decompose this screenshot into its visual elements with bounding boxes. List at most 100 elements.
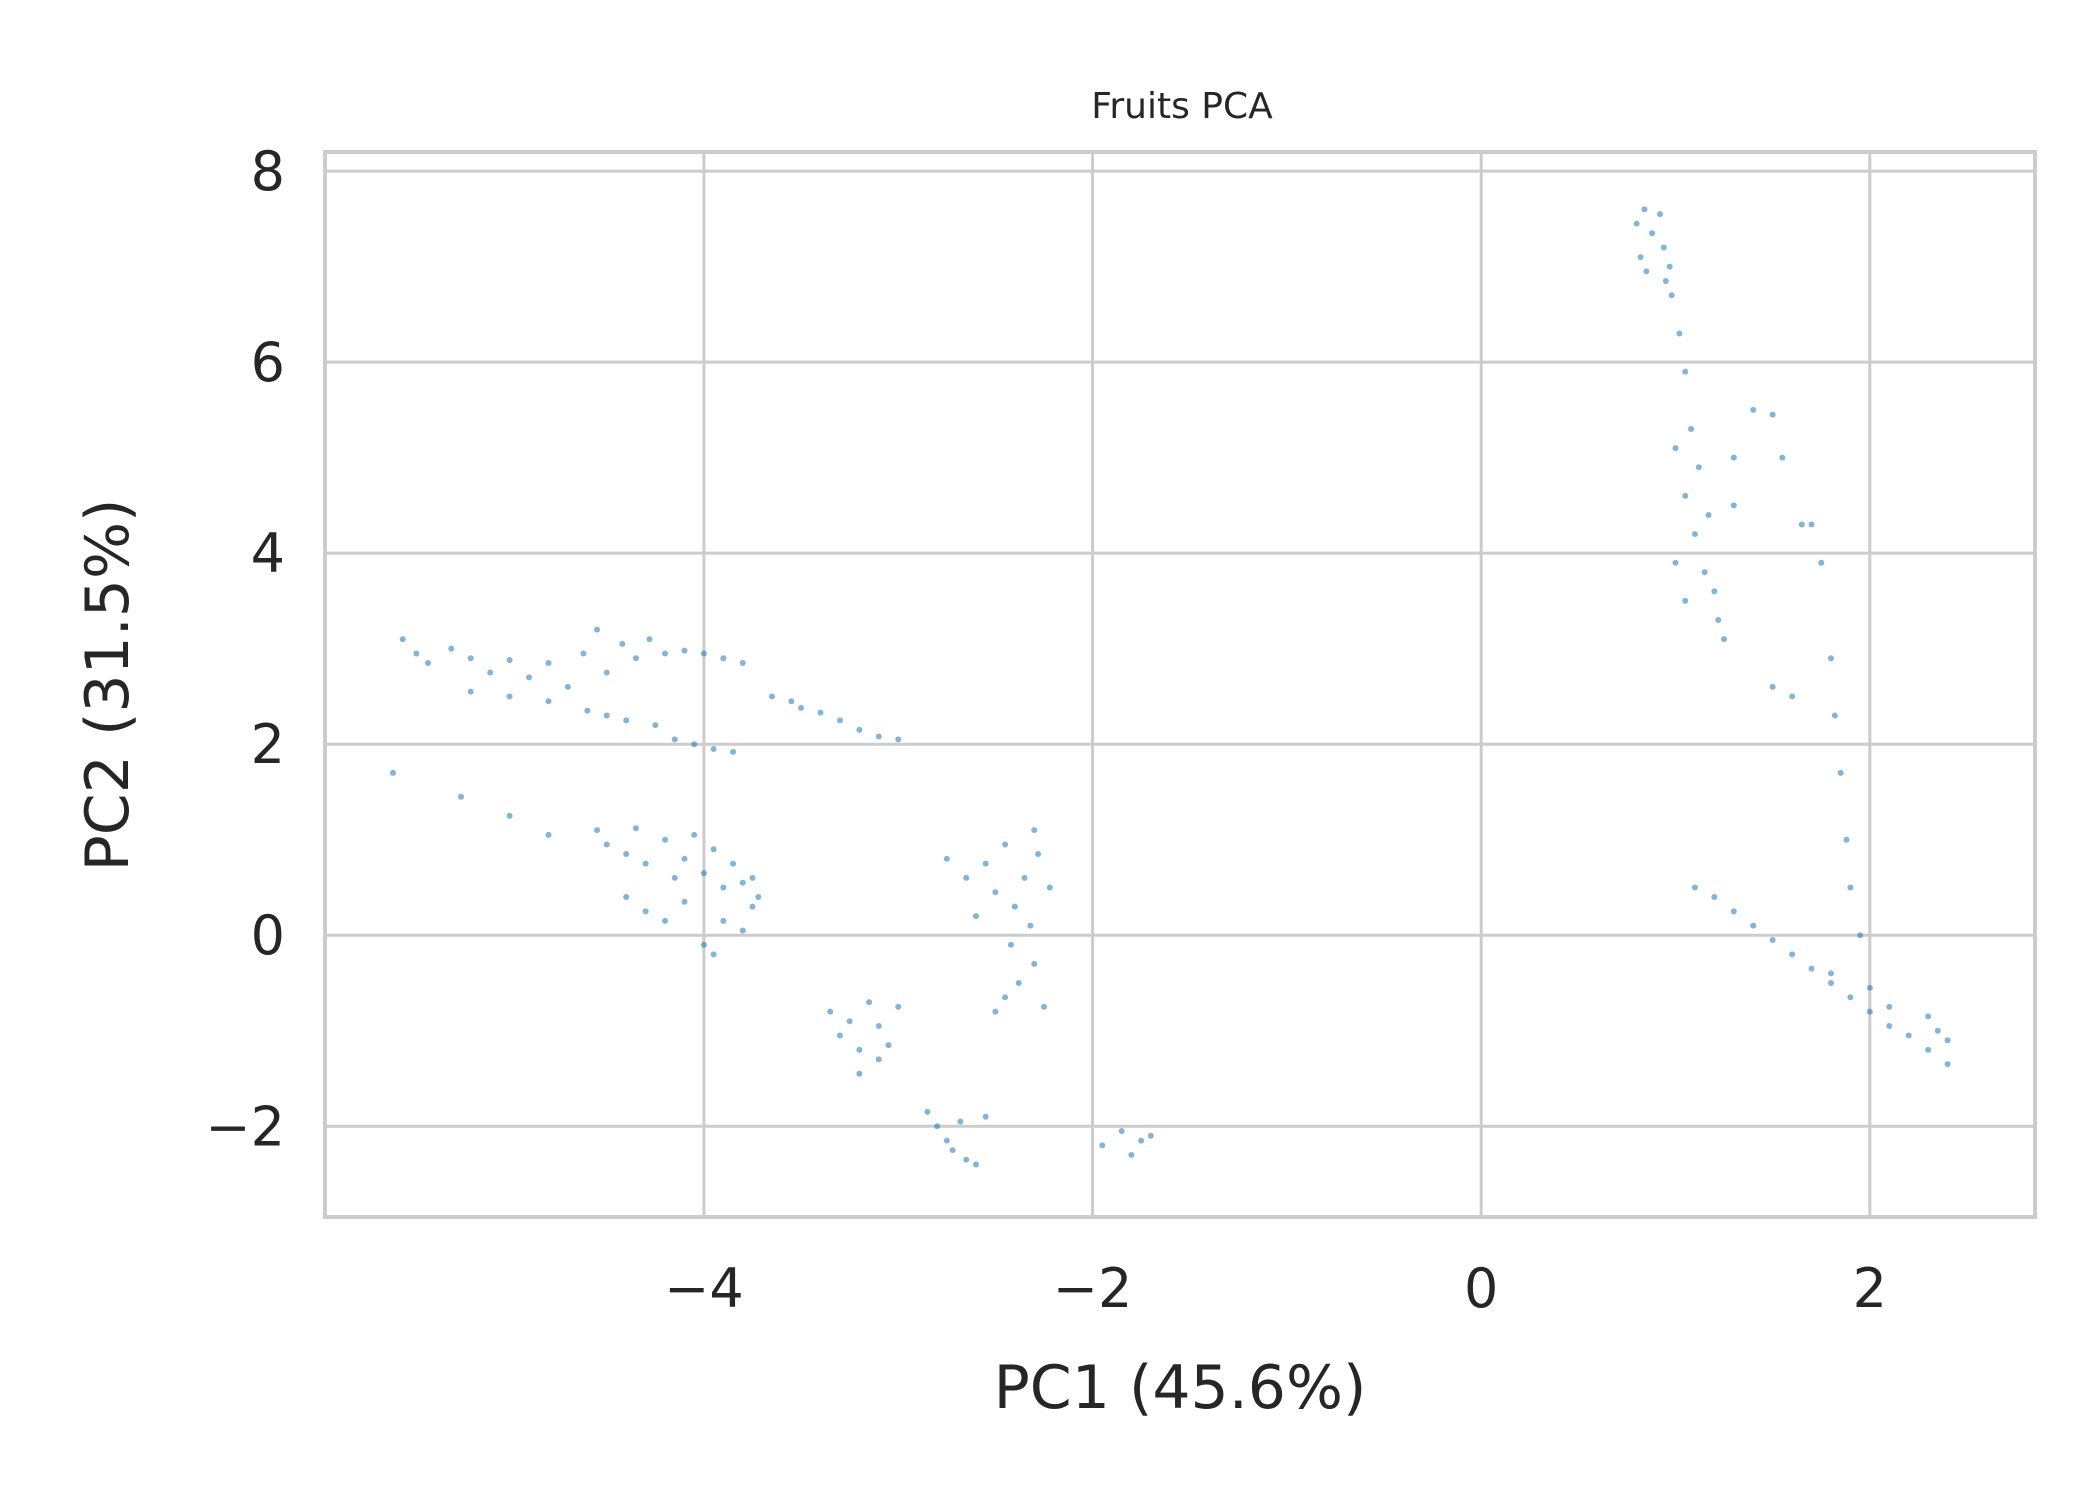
y-tick-label: 6 [251,331,285,394]
data-point [982,1113,989,1120]
data-point [642,908,649,915]
data-point [1035,851,1042,858]
data-point [1128,1151,1135,1158]
data-point [671,874,678,881]
data-point [739,660,746,667]
data-point [749,874,756,881]
data-point [603,712,610,719]
data-point [875,1056,882,1063]
data-point [1779,454,1786,461]
data-point [671,736,678,743]
data-point [584,707,591,714]
data-point [1769,937,1776,944]
data-point [856,1070,863,1077]
data-point [700,941,707,948]
data-point [788,698,795,705]
data-point [875,1022,882,1029]
data-point [856,726,863,733]
data-point [1750,406,1757,413]
data-point [982,860,989,867]
data-point [623,894,630,901]
x-tick-label: 2 [1853,1257,1887,1320]
data-point [1668,292,1675,299]
x-tick-label: −2 [1053,1257,1133,1320]
data-point [924,1108,931,1115]
data-point [1031,827,1038,834]
data-point [1925,1013,1932,1020]
y-tick-label: 0 [251,904,285,967]
data-point [681,855,688,862]
data-point [720,655,727,662]
data-point [1944,1037,1951,1044]
data-point [949,1147,956,1154]
data-point [506,693,513,700]
data-point [895,1003,902,1010]
data-point [1843,836,1850,843]
data-point [1925,1046,1932,1053]
data-point [710,951,717,958]
data-points [390,206,1951,1168]
data-point [846,1018,853,1025]
data-point [1847,884,1854,891]
data-point [1633,220,1640,227]
y-axis-label: PC2 (31.5%) [73,499,143,872]
data-point [681,898,688,905]
data-point [739,879,746,886]
data-point [768,693,775,700]
data-point [943,1137,950,1144]
data-point [1138,1137,1145,1144]
y-tick-label: −2 [205,1095,285,1158]
data-point [1721,636,1728,643]
data-point [1827,970,1834,977]
data-point [1099,1142,1106,1149]
data-point [1672,445,1679,452]
data-point [691,741,698,748]
data-point [1040,1003,1047,1010]
data-point [545,831,552,838]
data-point [564,683,571,690]
data-point [1660,244,1667,251]
data-point [619,640,626,647]
data-point [1676,330,1683,337]
data-point [730,748,737,755]
data-point [1682,597,1689,604]
data-point [992,889,999,896]
data-point [545,660,552,667]
data-point [1789,693,1796,700]
data-point [1701,569,1708,576]
x-axis-label: PC1 (45.6%) [994,1353,1367,1423]
y-tick-labels: −2 0 2 4 6 8 [205,140,285,1158]
data-point [506,657,513,664]
data-point [1656,211,1663,218]
data-point [1662,277,1669,284]
data-point [836,1032,843,1039]
data-point [1827,655,1834,662]
data-point [1730,454,1737,461]
data-point [632,655,639,662]
data-point [632,825,639,832]
data-point [963,874,970,881]
data-point [487,669,494,676]
data-point [1789,951,1796,958]
data-point [1031,960,1038,967]
data-point [603,669,610,676]
data-point [646,636,653,643]
data-point [1641,206,1648,213]
data-point [1715,617,1722,624]
data-point [413,650,420,657]
data-point [1905,1032,1912,1039]
data-point [1046,884,1053,891]
data-point [1866,1008,1873,1015]
data-point [1666,263,1673,270]
data-point [1857,932,1864,939]
data-point [1866,984,1873,991]
x-tick-labels: −4 −2 0 2 [664,1257,1887,1320]
data-point [1682,492,1689,499]
data-point [1027,922,1034,929]
data-point [866,999,873,1006]
data-point [957,1118,964,1125]
data-point [972,913,979,920]
data-point [1015,979,1022,986]
data-point [545,698,552,705]
data-point [1705,511,1712,518]
